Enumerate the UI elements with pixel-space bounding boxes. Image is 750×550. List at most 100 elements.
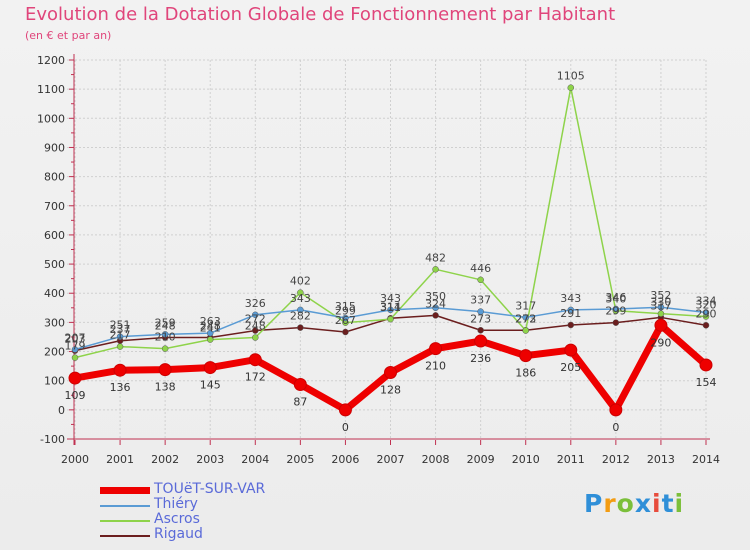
data-label: 272 <box>245 313 266 326</box>
data-point <box>113 363 127 377</box>
legend-swatch <box>100 520 150 522</box>
data-label: 207 <box>65 331 86 344</box>
data-label: 326 <box>245 297 266 310</box>
data-point <box>338 403 352 417</box>
y-tick-label: 800 <box>44 171 65 184</box>
data-label: 210 <box>155 331 176 344</box>
data-label: 402 <box>290 275 311 288</box>
y-tick-label: 400 <box>44 287 65 300</box>
data-point <box>342 328 349 336</box>
data-point <box>477 308 484 315</box>
data-point <box>699 358 713 372</box>
data-label: 87 <box>293 395 307 408</box>
data-point <box>297 306 304 314</box>
data-label: 340 <box>605 293 626 306</box>
y-tick-label: 700 <box>44 200 65 213</box>
x-tick-label: 2004 <box>241 453 269 466</box>
line-chart: -100010020030040050060070080090010001100… <box>37 54 720 466</box>
data-label: 290 <box>696 307 717 320</box>
data-point <box>702 309 710 316</box>
data-label: 346 <box>605 291 626 304</box>
legend-label: Thiéry <box>154 496 198 512</box>
x-tick-label: 2010 <box>512 453 540 466</box>
x-tick-label: 2001 <box>106 453 134 466</box>
legend-swatch <box>100 487 150 494</box>
data-label: 317 <box>650 299 671 312</box>
data-label: 317 <box>515 299 536 312</box>
data-label: 154 <box>696 376 717 389</box>
data-label: 205 <box>560 361 581 374</box>
data-label: 138 <box>155 381 176 394</box>
data-label: 145 <box>200 379 221 392</box>
data-point <box>429 342 443 356</box>
data-point <box>297 324 304 331</box>
proxiti-logo: Proxiti <box>584 489 685 518</box>
data-point <box>297 289 304 296</box>
chart-title: Evolution de la Dotation Globale de Fonc… <box>25 4 616 25</box>
y-axis-ticks: -100 0 100 200 300 400 500 600 700 800 900 1000 1100… <box>37 54 74 446</box>
data-point <box>116 343 124 350</box>
data-label: 136 <box>110 381 131 394</box>
data-label: 109 <box>65 389 86 402</box>
data-label: 311 <box>380 301 401 314</box>
data-label: 0 <box>612 421 619 434</box>
data-label: 314 <box>380 300 401 313</box>
data-point <box>203 361 217 375</box>
data-label: 324 <box>425 297 446 310</box>
data-label: 337 <box>470 294 491 307</box>
data-point <box>161 345 169 352</box>
data-point <box>432 304 439 312</box>
y-tick-label: 1000 <box>37 112 65 125</box>
x-tick-label: 2008 <box>422 453 450 466</box>
data-labels: 109 136 138 145 172 87 0 128 210 236 186 205 0 290 154… <box>65 70 717 434</box>
data-point <box>612 305 620 313</box>
data-point <box>477 276 484 284</box>
data-label: 128 <box>380 384 401 397</box>
data-label: 237 <box>110 323 131 336</box>
data-point <box>206 336 214 343</box>
data-point <box>567 321 575 329</box>
data-label: 236 <box>470 352 491 365</box>
data-label: 248 <box>245 320 266 333</box>
data-point <box>567 84 575 91</box>
data-point <box>522 314 529 321</box>
x-tick-label: 2003 <box>196 453 224 466</box>
gridlines <box>67 59 707 440</box>
data-point <box>657 303 665 311</box>
data-point <box>654 318 668 332</box>
legend-swatch <box>100 505 150 507</box>
x-tick-label: 2013 <box>647 453 675 466</box>
legend-label: Rigaud <box>154 526 203 542</box>
y-tick-label: 500 <box>44 258 65 271</box>
legend-swatch <box>100 535 150 537</box>
y-tick-label: 1100 <box>37 83 65 96</box>
data-point <box>68 371 82 385</box>
legend-label: TOUëT-SUR-VAR <box>154 481 266 497</box>
y-tick-label: 300 <box>44 316 65 329</box>
data-label: 259 <box>155 316 176 329</box>
data-label: 241 <box>200 322 221 335</box>
x-tick-label: 2000 <box>61 453 89 466</box>
data-point <box>252 311 259 319</box>
data-point <box>293 377 307 391</box>
data-label: 482 <box>425 251 446 264</box>
data-label: 290 <box>650 336 671 349</box>
data-point <box>387 315 394 323</box>
data-point <box>252 327 259 334</box>
data-label: 350 <box>425 290 446 303</box>
data-label: 320 <box>696 299 717 312</box>
data-label: 0 <box>342 421 349 434</box>
data-label: 251 <box>110 319 131 332</box>
x-tick-label: 2012 <box>602 453 630 466</box>
data-point <box>432 266 439 273</box>
data-point <box>158 363 172 377</box>
x-tick-label: 2002 <box>151 453 179 466</box>
data-label: 343 <box>380 292 401 305</box>
data-point <box>612 319 620 326</box>
x-tick-label: 2006 <box>331 453 359 466</box>
data-point <box>71 346 79 353</box>
data-point <box>71 354 79 361</box>
data-point <box>384 366 397 380</box>
y-tick-label: 900 <box>44 141 65 154</box>
data-point <box>387 306 394 314</box>
